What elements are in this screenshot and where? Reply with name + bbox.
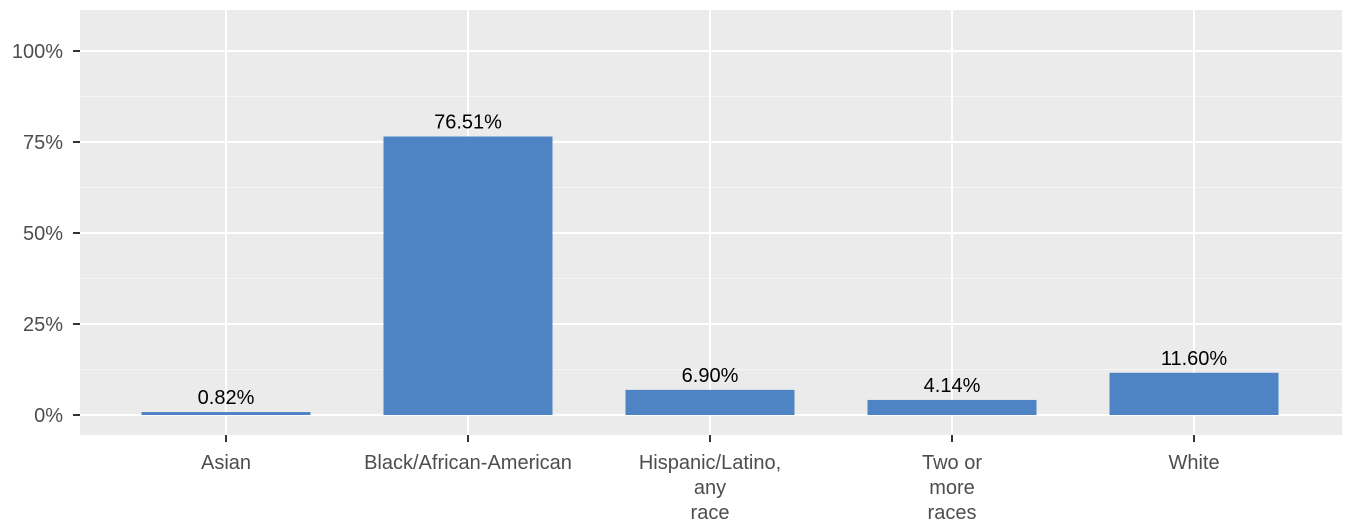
bar	[867, 399, 1037, 415]
y-tick-label: 25%	[23, 314, 63, 336]
data-label: 76.51%	[434, 112, 502, 134]
bars	[141, 136, 1279, 415]
x-tick-label: race	[691, 502, 730, 524]
y-tick-label: 50%	[23, 223, 63, 245]
x-tick-label: more	[929, 477, 975, 499]
y-tick-label: 100%	[12, 41, 63, 63]
x-tick-label: any	[694, 477, 726, 499]
data-label: 6.90%	[682, 365, 739, 387]
y-tick-label: 0%	[34, 405, 63, 427]
data-labels: 0.82% 76.51% 6.90% 4.14% 11.60%	[198, 112, 1228, 410]
bar	[383, 136, 553, 415]
y-tick-label: 75%	[23, 132, 63, 154]
x-tick-label: White	[1168, 452, 1219, 474]
x-tick-label: Two or	[922, 452, 982, 474]
y-axis: 0% 25% 50% 75% 100%	[12, 41, 80, 427]
x-tick-label: Black/African-American	[364, 452, 572, 474]
bar	[141, 412, 311, 415]
x-tick-label: races	[928, 502, 977, 524]
x-axis: Asian Black/African-American Hispanic/Lati…	[201, 435, 1220, 524]
x-tick-label: Hispanic/Latino,	[639, 452, 781, 474]
x-tick-label: Asian	[201, 452, 251, 474]
data-label: 11.60%	[1161, 348, 1228, 370]
data-label: 0.82%	[198, 387, 255, 409]
bar	[625, 389, 795, 415]
data-label: 4.14%	[924, 375, 981, 397]
bar	[1109, 372, 1279, 415]
